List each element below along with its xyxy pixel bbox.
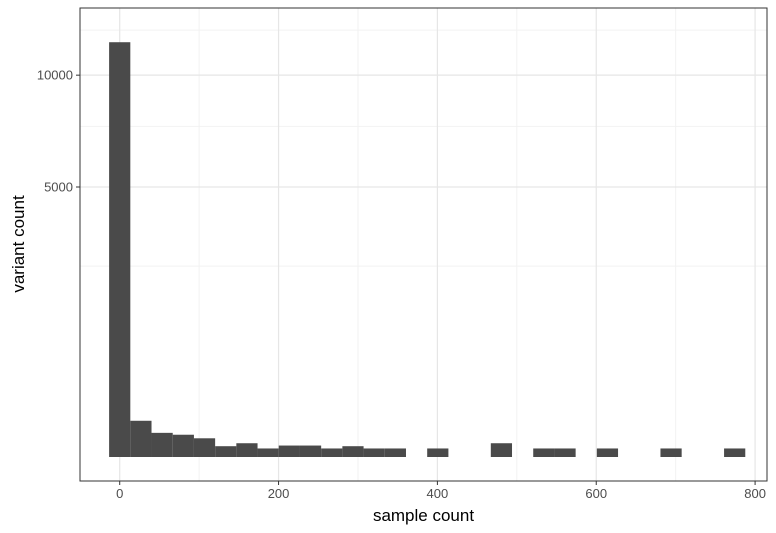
plot-background — [80, 8, 767, 481]
histogram-bar — [533, 448, 555, 457]
y-tick-label: 10000 — [37, 68, 73, 83]
histogram-bar — [490, 443, 513, 457]
histogram-bar — [236, 443, 258, 457]
histogram-bar — [596, 448, 619, 457]
histogram-bar — [724, 448, 746, 457]
histogram-bar — [172, 434, 194, 457]
histogram-bar — [151, 432, 173, 457]
histogram-bar — [130, 420, 152, 457]
histogram-bar — [193, 438, 216, 457]
histogram-bar — [321, 448, 343, 457]
histogram-bar — [363, 448, 385, 457]
histogram-bar — [299, 445, 322, 457]
histogram-bar — [554, 448, 576, 457]
x-tick-label: 600 — [585, 486, 607, 501]
major-gridlines — [80, 8, 767, 481]
minor-gridlines — [80, 8, 767, 481]
histogram-bar — [278, 445, 300, 457]
y-tick-label: 5000 — [44, 180, 73, 195]
histogram-bar — [660, 448, 682, 457]
histogram-bar — [342, 446, 364, 457]
x-tick-label: 400 — [427, 486, 449, 501]
histogram-bar — [427, 448, 449, 457]
plot-border — [79, 7, 768, 482]
histogram-bar — [215, 446, 237, 457]
histogram-bars — [109, 42, 746, 457]
x-axis-title: sample count — [373, 506, 474, 525]
y-axis-ticks: 5000 10000 — [37, 68, 80, 195]
y-axis-title: variant count — [9, 195, 28, 293]
x-axis-ticks: 0 200 400 600 800 — [116, 481, 766, 501]
x-tick-label: 800 — [744, 486, 766, 501]
x-tick-label: 200 — [268, 486, 290, 501]
histogram-bar — [384, 448, 406, 457]
histogram-bar — [257, 448, 279, 457]
x-tick-label: 0 — [116, 486, 123, 501]
histogram-bar — [109, 42, 131, 457]
